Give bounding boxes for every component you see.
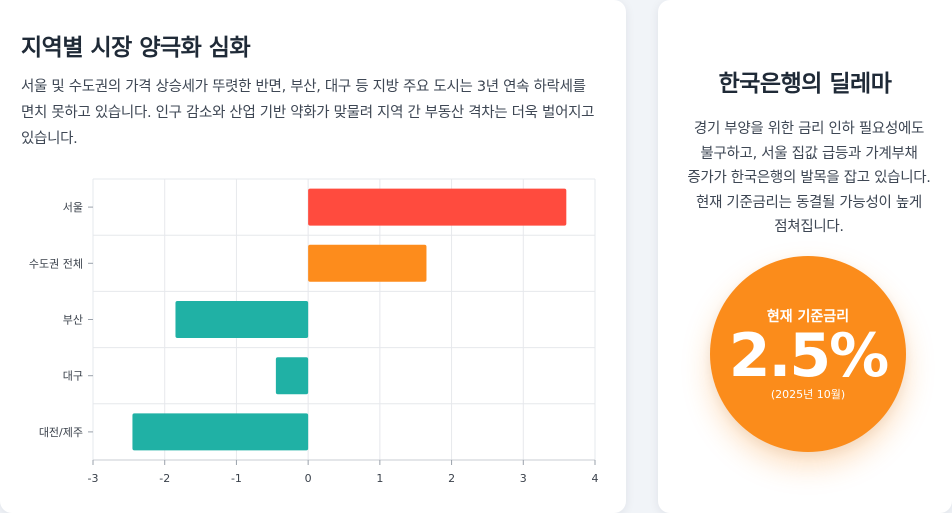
x-tick-label: -1 — [231, 472, 242, 485]
card-description: 서울 및 수도권의 가격 상승세가 뚜렷한 반면, 부산, 대구 등 지방 주요… — [21, 79, 595, 147]
bar-0 — [308, 188, 567, 226]
bar-3 — [275, 357, 309, 395]
x-tick-label: 1 — [376, 472, 383, 485]
x-tick-label: -3 — [88, 472, 99, 485]
card-title: 한국은행의 딜레마 — [718, 71, 892, 97]
category-label: 서울 — [63, 201, 83, 214]
card-title: 지역별 시장 양극화 심화 — [21, 35, 251, 61]
card-description: 경기 부양을 위한 금리 인하 필요성에도 불구하고, 서울 집값 급등과 가계… — [687, 121, 931, 235]
bar-1 — [308, 244, 427, 282]
category-label: 부산 — [63, 314, 83, 327]
bar-2 — [175, 301, 309, 338]
category-label: 대전/제주 — [39, 426, 83, 439]
bar-4 — [132, 413, 309, 451]
regional-polarization-card: 지역별 시장 양극화 심화 서울 및 수도권의 가격 상승세가 뚜렷한 반면, … — [0, 0, 626, 513]
base-rate-badge: 현재 기준금리 2.5% (2025년 10월) — [710, 256, 906, 452]
category-label: 대구 — [63, 370, 83, 383]
bank-of-korea-card: 한국은행의 딜레마 경기 부양을 위한 금리 인하 필요성에도 불구하고, 서울… — [658, 0, 952, 513]
category-label: 수도권 전체 — [29, 257, 83, 270]
x-tick-label: -2 — [159, 472, 170, 485]
base-rate-date: (2025년 10월) — [770, 388, 846, 401]
x-tick-label: 4 — [592, 472, 599, 485]
x-tick-label: 0 — [305, 472, 312, 485]
base-rate-value: 2.5% — [728, 321, 889, 391]
base-rate-label: 현재 기준금리 — [766, 309, 850, 325]
x-tick-label: 3 — [520, 472, 527, 485]
x-tick-label: 2 — [448, 472, 455, 485]
